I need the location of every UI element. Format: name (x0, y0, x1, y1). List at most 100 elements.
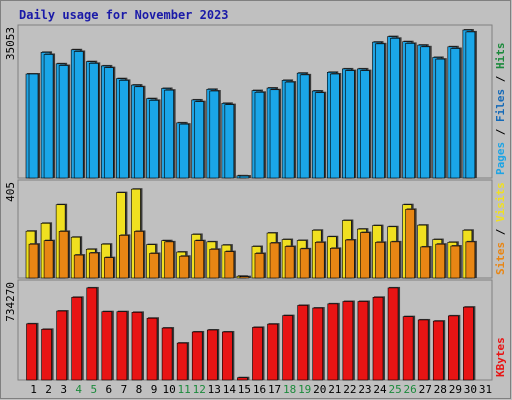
hits-legend-part-4: Hits (494, 43, 507, 70)
day-label: 1 (30, 383, 37, 396)
day-label: 29 (449, 383, 462, 396)
day-label: 19 (298, 383, 311, 396)
files-bar (28, 73, 39, 179)
sites-bar (194, 240, 205, 279)
kbytes-bar (417, 319, 429, 381)
kbytes-bar (297, 305, 308, 381)
sites-bar (209, 248, 220, 279)
sites-bar (88, 252, 99, 279)
day-label: 23 (358, 383, 371, 396)
day-label: 18 (283, 383, 296, 396)
day-label: 3 (60, 383, 67, 396)
files-bar (58, 65, 69, 179)
kbytes-bar (252, 327, 263, 381)
files-bar (164, 89, 174, 179)
kbytes-bar (116, 311, 128, 381)
sites-bar (375, 242, 385, 279)
files-bar (209, 90, 220, 179)
sites-bar (435, 243, 446, 279)
kbytes-bar (327, 303, 339, 381)
kbytes-panel: 734270 KBytes (4, 279, 507, 381)
day-label: 21 (328, 383, 341, 396)
files-bar (345, 70, 355, 179)
sites-bar (420, 246, 430, 279)
sites-bar (58, 231, 69, 279)
sites-bar (314, 242, 325, 279)
sites-bar (390, 241, 400, 279)
sites-bar (119, 235, 129, 279)
day-label: 20 (313, 383, 326, 396)
kbytes-bar (282, 315, 293, 381)
day-label: 15 (238, 383, 251, 396)
day-label: 25 (388, 383, 401, 396)
sites-bar (254, 253, 265, 279)
kbytes-bar (237, 377, 248, 381)
kbytes-bar (206, 329, 218, 381)
files-bar (73, 51, 84, 179)
files-bar (329, 73, 340, 179)
kbytes-bar (372, 297, 384, 381)
kbytes-bar (402, 316, 414, 381)
sites-bar (345, 239, 355, 279)
files-bar (299, 74, 310, 179)
day-label: 2 (45, 383, 52, 396)
files-bar (420, 46, 430, 179)
sites-bar (28, 243, 39, 279)
sites-bar (134, 231, 144, 279)
kbytes-bar (342, 301, 354, 381)
files-bar (269, 89, 280, 179)
sites-bar (465, 241, 476, 279)
sites-bar (284, 246, 295, 279)
day-label: 27 (419, 383, 432, 396)
sites-bar (450, 245, 461, 279)
sites-bar (164, 241, 174, 279)
kbytes-ymax-label: 734270 (4, 282, 17, 322)
day-label: 7 (121, 383, 128, 396)
sites-bar (104, 257, 114, 279)
sites-bar (73, 254, 84, 279)
day-label: 22 (343, 383, 356, 396)
kbytes-bar (312, 307, 324, 381)
day-label: 28 (434, 383, 447, 396)
visits-legend-part-2: Visits (494, 182, 507, 222)
hits-legend-part-3: / (494, 69, 507, 89)
files-bar (194, 101, 205, 179)
day-label: 9 (151, 383, 158, 396)
day-label: 11 (178, 383, 191, 396)
day-label: 17 (268, 383, 281, 396)
day-label: 24 (373, 383, 387, 396)
kbytes-bar (267, 323, 278, 381)
kbytes-bar (222, 331, 233, 381)
day-label: 12 (193, 383, 206, 396)
files-bar (360, 70, 370, 179)
day-label: 10 (162, 383, 175, 396)
files-bar (390, 38, 400, 179)
sites-bar (224, 251, 235, 279)
visits-legend-part-1: / (494, 222, 507, 242)
sites-bar (405, 209, 415, 279)
files-bar (224, 104, 235, 179)
kbytes-bar (432, 320, 444, 381)
kbytes-bar (463, 306, 474, 381)
sites-bar (269, 242, 280, 279)
files-bar (450, 48, 461, 179)
files-bar (119, 80, 129, 179)
sites-bar (43, 240, 54, 279)
kbytes-bar (101, 311, 113, 381)
day-label: 13 (208, 383, 221, 396)
kbytes-bar (86, 287, 98, 381)
kbytes-bar (146, 317, 158, 381)
kbytes-bar (56, 310, 67, 381)
files-bar (284, 81, 295, 179)
hits-legend-label: Pages / Files / Hits (494, 43, 507, 176)
files-bar (134, 86, 144, 179)
files-bar (314, 92, 325, 179)
kbytes-bar (26, 323, 37, 381)
kbytes-bar (71, 297, 82, 381)
visits-panel: 405 Sites / Visits (4, 179, 507, 279)
kbytes-bar (387, 287, 399, 381)
visits-ymax-label: 405 (4, 182, 17, 202)
day-label: 5 (90, 383, 97, 396)
